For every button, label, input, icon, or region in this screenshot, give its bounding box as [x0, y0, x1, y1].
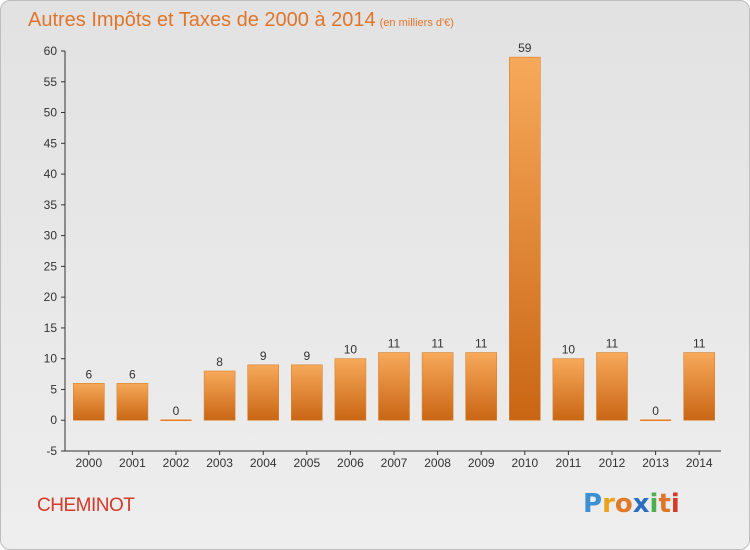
bar [421, 352, 454, 421]
y-tick-label: 25 [44, 259, 58, 273]
bar-value-label: 8 [216, 355, 223, 369]
bar [596, 352, 628, 421]
y-tick-label: 5 [50, 382, 57, 396]
bar [508, 56, 541, 421]
bar-value-label: 11 [475, 337, 488, 351]
logo-letter: i [670, 489, 680, 519]
bar [73, 383, 105, 421]
bar [378, 352, 410, 421]
bar-value-label: 11 [606, 337, 619, 351]
y-tick-label: 15 [44, 321, 58, 335]
bar [203, 370, 236, 421]
x-tick-label: 2012 [599, 456, 626, 470]
y-tick-label: 0 [50, 413, 57, 427]
x-tick-label: 2004 [250, 456, 277, 470]
bar-value-label: 11 [693, 337, 706, 351]
y-tick-label: 10 [44, 352, 58, 366]
x-tick-label: 2003 [206, 456, 233, 470]
bar-value-label: 11 [388, 337, 401, 351]
logo-letter: t [658, 489, 671, 519]
y-tick-label: 20 [44, 290, 58, 304]
y-tick-label: 45 [44, 136, 58, 150]
x-tick-label: 2005 [293, 456, 320, 470]
bar-value-label: 9 [260, 349, 267, 363]
x-tick-label: 2007 [381, 456, 408, 470]
bar-value-label: 0 [173, 404, 180, 418]
y-tick-label: 55 [44, 75, 58, 89]
x-tick-label: 2006 [337, 456, 364, 470]
bar-value-label: 9 [303, 349, 310, 363]
x-tick-label: 2001 [119, 456, 146, 470]
bar-value-label: 6 [85, 367, 92, 381]
y-tick-label: 60 [44, 44, 58, 58]
bar [683, 352, 716, 421]
bar [290, 364, 323, 421]
commune-name: CHEMINOT [37, 495, 135, 516]
proxiti-logo: Proxiti [583, 489, 680, 519]
chart-title-text: Autres Impôts et Taxes de 2000 à 2014 [28, 9, 376, 31]
x-tick-label: 2008 [424, 456, 451, 470]
logo-letter: o [614, 489, 633, 519]
bar [116, 383, 149, 421]
y-tick-label: 40 [44, 167, 58, 181]
logo-letter: P [583, 489, 603, 519]
x-tick-label: 2000 [75, 456, 102, 470]
x-tick-label: 2011 [555, 456, 581, 470]
logo-letter: i [649, 489, 659, 519]
x-tick-label: 2002 [163, 456, 190, 470]
bar [552, 358, 585, 421]
x-tick-label: 2013 [642, 456, 669, 470]
logo-letter: x [632, 489, 650, 519]
bar [334, 358, 367, 421]
logo-letter: r [602, 489, 615, 519]
x-tick-label: 2014 [686, 456, 713, 470]
bar [465, 352, 498, 421]
bar-value-label: 59 [518, 41, 532, 55]
bar [247, 364, 279, 421]
y-tick-label: -5 [46, 444, 57, 458]
bar-value-label: 6 [129, 367, 136, 381]
y-tick-label: 30 [44, 229, 58, 243]
bar-value-label: 0 [652, 404, 659, 418]
chart-unit: (en milliers d'€) [379, 17, 454, 29]
y-tick-label: 35 [44, 198, 58, 212]
chart-title: Autres Impôts et Taxes de 2000 à 2014 (en… [28, 9, 454, 32]
x-tick-label: 2009 [468, 456, 495, 470]
bar-value-label: 10 [562, 343, 576, 357]
bar-value-label: 11 [431, 337, 444, 351]
y-tick-label: 50 [44, 106, 58, 120]
x-tick-label: 2010 [511, 456, 538, 470]
bar-value-label: 10 [344, 343, 358, 357]
